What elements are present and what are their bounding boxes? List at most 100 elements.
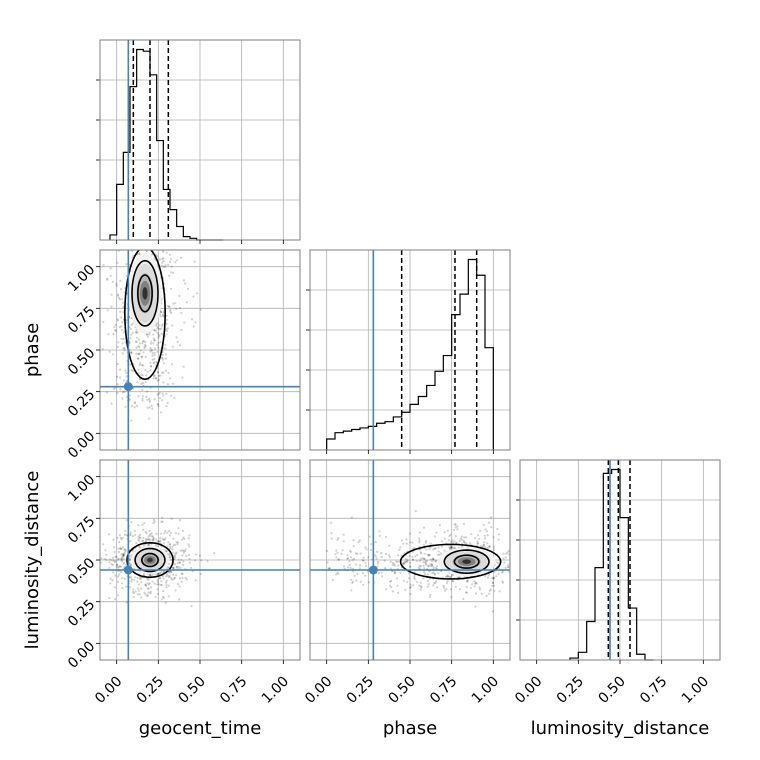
sample-point xyxy=(130,521,133,524)
sample-point xyxy=(113,586,116,589)
sample-point xyxy=(168,543,172,546)
sample-point xyxy=(139,536,142,539)
histogram-phase xyxy=(326,258,494,450)
sample-point xyxy=(167,571,171,574)
sample-point xyxy=(119,376,122,379)
sample-point xyxy=(137,338,140,341)
sample-point xyxy=(381,575,384,578)
sample-point xyxy=(170,558,173,562)
sample-point xyxy=(167,263,170,267)
sample-point xyxy=(159,340,162,344)
sample-point xyxy=(454,535,457,538)
sample-point xyxy=(100,561,103,564)
sample-point xyxy=(156,327,159,330)
sample-point xyxy=(501,570,504,573)
sample-point xyxy=(128,586,131,589)
sample-point xyxy=(145,390,149,393)
sample-point xyxy=(434,581,437,584)
sample-point xyxy=(137,583,140,586)
sample-point xyxy=(473,585,476,588)
sample-point xyxy=(377,562,380,565)
sample-point xyxy=(351,559,354,562)
sample-point xyxy=(124,548,127,551)
sample-point xyxy=(474,537,477,540)
sample-point xyxy=(185,554,188,558)
sample-point xyxy=(452,580,455,583)
sample-point xyxy=(149,346,152,350)
sample-point xyxy=(168,576,171,579)
sample-point xyxy=(156,379,159,382)
sample-point xyxy=(102,263,105,266)
sample-point xyxy=(116,261,119,264)
sample-point xyxy=(492,577,496,580)
sample-point xyxy=(341,549,344,552)
sample-point xyxy=(389,580,392,583)
sample-point xyxy=(422,561,425,564)
sample-point xyxy=(122,391,125,394)
sample-point xyxy=(504,556,507,559)
sample-point xyxy=(394,571,397,574)
x-tick-label: 0.50 xyxy=(385,674,418,707)
sample-point xyxy=(182,536,185,539)
sample-point xyxy=(437,553,440,557)
sample-point xyxy=(132,588,135,591)
sample-point xyxy=(181,538,184,541)
sample-point xyxy=(347,566,350,569)
sample-point xyxy=(469,586,472,590)
sample-point xyxy=(448,575,451,579)
sample-point xyxy=(451,539,454,542)
sample-point xyxy=(162,570,165,573)
sample-point xyxy=(148,582,151,585)
sample-point xyxy=(141,528,145,531)
sample-point xyxy=(110,559,113,562)
sample-point xyxy=(402,562,405,565)
sample-point xyxy=(174,302,177,305)
sample-point xyxy=(129,534,132,537)
sample-point xyxy=(152,537,155,540)
sample-point xyxy=(393,572,396,575)
sample-point xyxy=(426,585,429,588)
sample-point xyxy=(153,353,156,357)
sample-point xyxy=(199,308,202,311)
y-tick-label: 1.00 xyxy=(65,262,98,295)
sample-point xyxy=(506,566,509,569)
sample-point xyxy=(478,537,481,541)
sample-point xyxy=(151,253,154,256)
sample-point xyxy=(418,531,421,534)
sample-point xyxy=(139,577,142,580)
sample-point xyxy=(113,546,116,549)
sample-point xyxy=(149,539,152,542)
density-region xyxy=(147,557,153,563)
sample-point xyxy=(348,564,351,567)
sample-point xyxy=(418,584,421,587)
sample-point xyxy=(146,582,149,585)
sample-point xyxy=(488,544,491,547)
sample-point xyxy=(167,584,170,587)
sample-point xyxy=(153,257,156,260)
sample-point xyxy=(120,553,123,556)
sample-point xyxy=(355,579,358,582)
sample-point xyxy=(169,245,171,247)
sample-point xyxy=(153,374,156,377)
sample-point xyxy=(406,560,409,563)
sample-point xyxy=(376,565,379,568)
sample-point xyxy=(419,551,422,554)
sample-point xyxy=(146,335,149,338)
sample-point xyxy=(165,322,168,325)
sample-point xyxy=(356,552,359,556)
sample-point xyxy=(423,543,426,546)
sample-point xyxy=(374,541,377,544)
sample-point xyxy=(177,558,180,561)
sample-point xyxy=(389,560,392,564)
contour-line xyxy=(123,250,167,381)
sample-point xyxy=(168,543,171,546)
sample-point xyxy=(112,571,115,574)
sample-point xyxy=(135,328,138,331)
x-tick-label: 0.75 xyxy=(427,674,460,707)
sample-point xyxy=(123,554,126,557)
sample-point xyxy=(116,362,119,366)
sample-point xyxy=(384,553,388,556)
sample-point xyxy=(155,377,158,380)
sample-point xyxy=(154,329,158,332)
sample-point xyxy=(418,564,421,567)
